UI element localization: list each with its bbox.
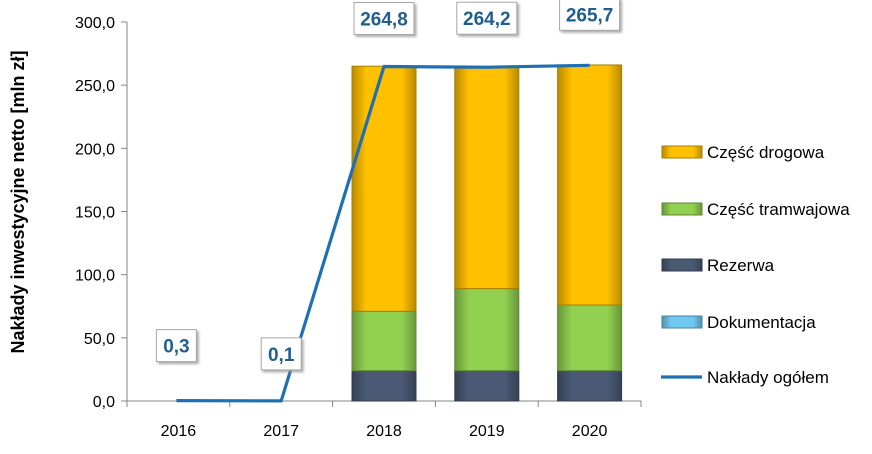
plot-area: 0,0 50,0 100,0 150,0 200,0 250,0 300,0 2016 2017…: [75, 0, 642, 440]
data-label-2019: 264,2: [456, 1, 518, 35]
legend-item-1: Część tramwajowa: [661, 200, 850, 219]
x-tick-label: 2018: [366, 423, 402, 440]
legend-swatch: [661, 202, 703, 216]
legend-label: Część tramwajowa: [707, 200, 850, 219]
data-label-2017: 0,1: [260, 337, 302, 371]
legend-label: Dokumentacja: [707, 313, 816, 332]
data-label-box: [260, 337, 302, 371]
legend-swatch: [661, 315, 703, 329]
y-tick-label: 50,0: [84, 331, 115, 348]
legend: Część drogowa Część tramwajowa Rezerwa Doku…: [661, 143, 850, 387]
legend-item-3: Dokumentacja: [661, 313, 816, 332]
y-tick-label: 0,0: [93, 394, 115, 411]
y-tick-label: 100,0: [75, 268, 115, 285]
y-tick-label: 300,0: [75, 15, 115, 32]
bar-rezerwa-2020: [557, 370, 623, 402]
y-axis-label: Nakłady inwestycyjne netto [mln zł]: [8, 50, 28, 353]
data-label-box: [353, 1, 415, 35]
data-label-2020: 265,7: [559, 0, 621, 31]
data-label-text: 0,3: [163, 337, 189, 358]
y-tick-label: 250,0: [75, 78, 115, 95]
bar-cz-tramwajowa-2019: [454, 288, 520, 372]
bar-rezerwa-2019: [454, 370, 520, 402]
x-tick-label: 2016: [161, 423, 197, 440]
data-label-box: [456, 1, 518, 35]
legend-swatch: [661, 145, 703, 159]
bar-cz-drogowa-2019: [454, 66, 520, 290]
data-label-box: [559, 0, 621, 31]
data-label-text: 265,7: [566, 5, 614, 26]
bar-cz-drogowa-2020: [557, 64, 623, 306]
data-label-text: 264,8: [360, 9, 408, 30]
data-label-2018: 264,8: [353, 1, 415, 35]
data-label-2016: 0,3: [155, 329, 197, 363]
total-line: [176, 63, 590, 403]
x-tick-label: 2019: [469, 423, 505, 440]
bar-cz-tramwajowa-2018: [351, 310, 417, 372]
data-label-text: 264,2: [463, 9, 511, 30]
bar-cz-tramwajowa-2020: [557, 304, 623, 372]
legend-label: Rezerwa: [707, 256, 775, 275]
legend-swatch: [661, 258, 703, 272]
legend-item-4: Nakłady ogółem: [661, 368, 829, 387]
legend-item-0: Część drogowa: [661, 143, 825, 162]
y-tick-label: 200,0: [75, 141, 115, 158]
bar-cz-drogowa-2018: [351, 65, 417, 312]
data-label-text: 0,1: [268, 345, 295, 366]
data-label-box: [155, 329, 197, 363]
bar-rezerwa-2018: [351, 370, 417, 402]
y-tick-label: 150,0: [75, 205, 115, 222]
legend-item-2: Rezerwa: [661, 256, 775, 275]
x-tick-label: 2020: [572, 423, 608, 440]
y-axis-title: Nakłady inwestycyjne netto [mln zł]: [8, 50, 28, 353]
x-tick-label: 2017: [263, 423, 299, 440]
legend-label: Nakłady ogółem: [707, 368, 829, 387]
legend-label: Część drogowa: [707, 143, 825, 162]
